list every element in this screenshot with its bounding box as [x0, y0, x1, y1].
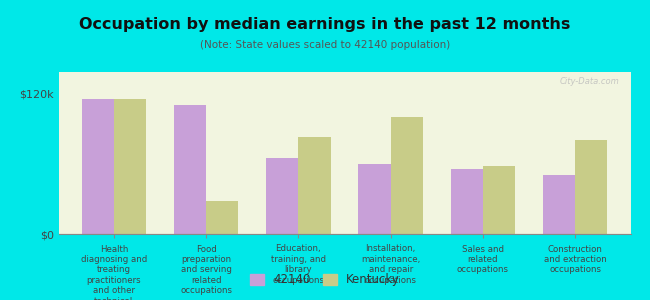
- Bar: [206, 201, 239, 234]
- Bar: [114, 99, 146, 234]
- Bar: [483, 166, 515, 234]
- Text: (Note: State values scaled to 42140 population): (Note: State values scaled to 42140 popu…: [200, 40, 450, 50]
- Text: Food
preparation
and serving
related
occupations: Food preparation and serving related occ…: [180, 244, 232, 295]
- Bar: [450, 169, 483, 234]
- Bar: [543, 175, 575, 234]
- Bar: [391, 117, 423, 234]
- Text: Health
diagnosing and
treating
practitioners
and other
technical
occupations: Health diagnosing and treating practitio…: [81, 244, 147, 300]
- Text: City-Data.com: City-Data.com: [559, 77, 619, 86]
- Bar: [575, 140, 608, 234]
- Bar: [298, 136, 331, 234]
- Bar: [358, 164, 391, 234]
- Text: Installation,
maintenance,
and repair
occupations: Installation, maintenance, and repair oc…: [361, 244, 421, 285]
- Text: Sales and
related
occupations: Sales and related occupations: [457, 244, 509, 274]
- Text: Occupation by median earnings in the past 12 months: Occupation by median earnings in the pas…: [79, 16, 571, 32]
- Bar: [174, 105, 206, 234]
- Bar: [81, 99, 114, 234]
- Bar: [266, 158, 298, 234]
- Text: Construction
and extraction
occupations: Construction and extraction occupations: [544, 244, 606, 274]
- Legend: 42140, Kentucky: 42140, Kentucky: [245, 269, 405, 291]
- Text: Education,
training, and
library
occupations: Education, training, and library occupat…: [271, 244, 326, 285]
